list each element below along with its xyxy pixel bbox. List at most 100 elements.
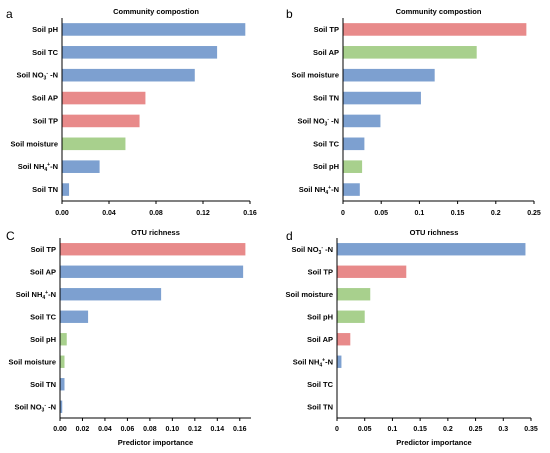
x-tick-label: 0.02 — [76, 426, 90, 433]
bar — [60, 378, 65, 391]
bar — [343, 137, 365, 151]
bar — [62, 137, 126, 151]
bar — [62, 91, 146, 105]
x-tick-label: 0.08 — [143, 426, 157, 433]
panel-title: OTU richness — [131, 228, 180, 237]
bar — [343, 23, 527, 36]
category-label: Soil TC — [307, 380, 333, 389]
x-tick-label: 0.25 — [469, 426, 483, 433]
x-tick-label: 0.2 — [443, 426, 453, 433]
panel-title: OTU richness — [410, 228, 459, 237]
bar — [62, 23, 246, 36]
bar — [60, 355, 65, 368]
panel-letter: C — [6, 229, 15, 243]
bar — [343, 160, 363, 173]
category-label: Soil NH4+-N — [293, 357, 333, 368]
category-label: Soil TC — [30, 312, 56, 321]
category-label: Soil TN — [313, 94, 339, 103]
bar — [337, 243, 526, 256]
bar — [343, 46, 477, 59]
panel-b: b Community compostion Soil TP Soil AP Soil … — [286, 7, 541, 217]
bar — [343, 114, 381, 128]
category-label: Soil AP — [32, 94, 58, 103]
x-tick-label: 0.10 — [166, 426, 180, 433]
x-tick-label: 0 — [335, 426, 339, 433]
category-label: Soil TP — [31, 245, 56, 254]
category-label: Soil AP — [313, 48, 339, 57]
x-tick-label: 0.16 — [233, 426, 247, 433]
x-tick-label: 0.12 — [196, 210, 210, 217]
bar — [60, 333, 67, 346]
bar — [343, 183, 360, 196]
category-label: Soil pH — [32, 25, 58, 34]
category-label: Soil pH — [313, 162, 339, 171]
category-label: Soil moisture — [8, 357, 56, 366]
category-label: Soil TP — [33, 116, 58, 125]
category-label: Soil moisture — [291, 71, 339, 80]
bar — [337, 333, 351, 346]
x-tick-label: 0.25 — [527, 210, 541, 217]
x-tick-label: 0 — [341, 210, 345, 217]
bar — [60, 288, 162, 301]
x-axis-label: Predictor importance — [396, 438, 471, 447]
x-tick-label: 0.15 — [451, 210, 465, 217]
bar — [60, 400, 63, 413]
category-label: Soil NH4+-N — [18, 162, 58, 173]
bar — [337, 265, 407, 278]
x-tick-label: 0.05 — [358, 426, 372, 433]
panel-title: Community compostion — [113, 7, 199, 16]
category-label: Soil moisture — [285, 290, 333, 299]
category-label: Soil TN — [32, 185, 58, 194]
x-tick-label: 0.14 — [210, 426, 224, 433]
category-label: Soil pH — [307, 312, 333, 321]
x-tick-label: 0.2 — [491, 210, 501, 217]
category-label: Soil NO3- -N — [16, 71, 58, 82]
x-tick-label: 0.05 — [374, 210, 388, 217]
x-tick-label: 0.06 — [121, 426, 135, 433]
panel-a: a Community compostion Soil pH Soil TC Soil … — [6, 7, 257, 217]
x-tick-label: 0.35 — [524, 426, 538, 433]
category-label: Soil pH — [30, 335, 56, 344]
bar — [343, 91, 421, 105]
bar — [60, 310, 89, 323]
category-label: Soil TN — [30, 380, 56, 389]
bar — [60, 243, 246, 256]
bar — [62, 68, 195, 82]
bar — [337, 288, 371, 301]
bar — [343, 68, 435, 82]
panel-letter: d — [286, 229, 293, 243]
category-label: Soil NO3- -N — [291, 245, 333, 256]
x-tick-label: 0.16 — [243, 210, 257, 217]
x-tick-label: 0.12 — [188, 426, 202, 433]
bar — [60, 265, 244, 278]
category-label: Soil TC — [32, 48, 58, 57]
category-label: Soil TC — [313, 139, 339, 148]
category-label: Soil TP — [308, 267, 333, 276]
bar — [62, 160, 100, 173]
category-label: Soil AP — [307, 335, 333, 344]
panel-letter: a — [6, 7, 13, 21]
category-label: Soil NO3- -N — [297, 116, 339, 127]
bar — [337, 310, 365, 323]
x-tick-label: 0.15 — [413, 426, 427, 433]
x-tick-label: 0.1 — [388, 426, 398, 433]
bar — [62, 46, 218, 59]
x-axis-label: Predictor importance — [118, 438, 193, 447]
panel-d: d OTU richness Soil NO3- -N Soil TP Soil moi… — [285, 228, 537, 447]
category-label: Soil moisture — [10, 139, 58, 148]
x-tick-label: 0.00 — [55, 210, 69, 217]
x-tick-label: 0.04 — [102, 210, 116, 217]
category-label: Soil NH4+-N — [16, 290, 56, 301]
x-tick-label: 0.04 — [98, 426, 112, 433]
category-label: Soil TN — [307, 402, 333, 411]
category-label: Soil NH4+-N — [299, 185, 339, 196]
panel-c: C OTU richness Soil TP Soil AP Soil NH4+-N So… — [6, 228, 251, 447]
panel-letter: b — [286, 7, 293, 21]
x-tick-label: 0.00 — [53, 426, 67, 433]
panel-title: Community compostion — [396, 7, 482, 16]
bar — [62, 183, 70, 196]
bar — [62, 114, 140, 128]
category-label: Soil NO3- -N — [14, 402, 56, 413]
category-label: Soil AP — [30, 267, 56, 276]
